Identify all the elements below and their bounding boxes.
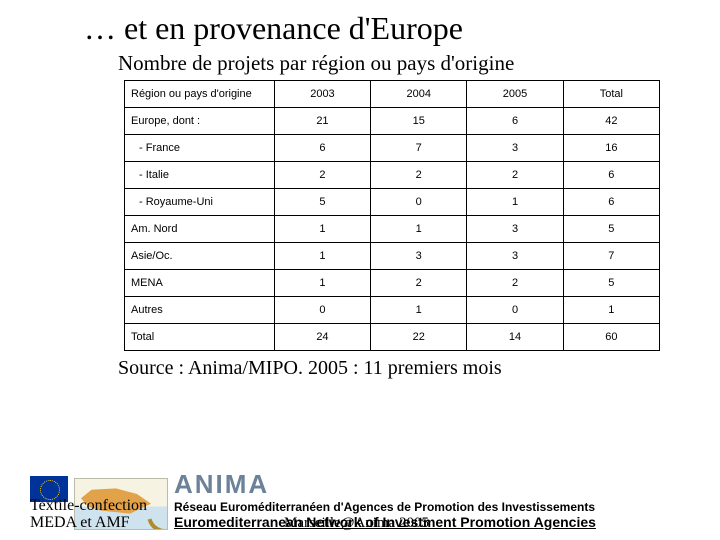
cell-value: 1: [371, 216, 467, 243]
row-label: MENA: [125, 270, 275, 297]
cell-value: 6: [563, 189, 659, 216]
row-label: Total: [125, 324, 275, 351]
cell-value: 15: [371, 108, 467, 135]
slide-subtitle: Nombre de projets par région ou pays d'o…: [0, 51, 720, 80]
cell-value: 14: [467, 324, 563, 351]
cell-value: 2: [371, 270, 467, 297]
row-label: Am. Nord: [125, 216, 275, 243]
cell-value: 3: [467, 135, 563, 162]
column-header: 2004: [371, 81, 467, 108]
cell-value: 2: [467, 270, 563, 297]
cell-value: 24: [274, 324, 370, 351]
cell-value: 6: [563, 162, 659, 189]
table-row: - Royaume-Uni5016: [125, 189, 660, 216]
conference-label: Marseille@Anima 2005: [284, 515, 429, 532]
data-table: Région ou pays d'origine 2003 2004 2005 …: [124, 80, 660, 351]
table-row: Autres0101: [125, 297, 660, 324]
row-label: Asie/Oc.: [125, 243, 275, 270]
cell-value: 16: [563, 135, 659, 162]
cell-value: 42: [563, 108, 659, 135]
network-label-fr: Réseau Euroméditerranéen d'Agences de Pr…: [174, 500, 704, 514]
data-table-container: Région ou pays d'origine 2003 2004 2005 …: [0, 80, 720, 351]
cell-value: 22: [371, 324, 467, 351]
row-label: - France: [125, 135, 275, 162]
left-footer-label: Textile-confection MEDA et AMF: [30, 497, 170, 532]
table-row: MENA1225: [125, 270, 660, 297]
cell-value: 21: [274, 108, 370, 135]
table-row: Europe, dont :2115642: [125, 108, 660, 135]
cell-value: 1: [274, 270, 370, 297]
column-header: 2003: [274, 81, 370, 108]
table-row: Asie/Oc.1337: [125, 243, 660, 270]
anima-brand: ANIMA: [174, 469, 704, 500]
row-label: - Italie: [125, 162, 275, 189]
cell-value: 2: [274, 162, 370, 189]
cell-value: 1: [274, 216, 370, 243]
cell-value: 7: [563, 243, 659, 270]
cell-value: 3: [467, 243, 563, 270]
cell-value: 1: [371, 297, 467, 324]
row-label: - Royaume-Uni: [125, 189, 275, 216]
cell-value: 1: [274, 243, 370, 270]
cell-value: 2: [467, 162, 563, 189]
column-header: Total: [563, 81, 659, 108]
cell-value: 7: [371, 135, 467, 162]
table-row: - France67316: [125, 135, 660, 162]
cell-value: 5: [563, 270, 659, 297]
cell-value: 1: [467, 189, 563, 216]
cell-value: 5: [563, 216, 659, 243]
cell-value: 6: [274, 135, 370, 162]
cell-value: 5: [274, 189, 370, 216]
row-label: Europe, dont :: [125, 108, 275, 135]
column-header: 2005: [467, 81, 563, 108]
column-header: Région ou pays d'origine: [125, 81, 275, 108]
slide-title: … et en provenance d'Europe: [0, 0, 720, 51]
row-label: Autres: [125, 297, 275, 324]
cell-value: 1: [563, 297, 659, 324]
network-label-en: Euromediterranean Network of Investment …: [174, 514, 704, 530]
cell-value: 6: [467, 108, 563, 135]
cell-value: 0: [274, 297, 370, 324]
table-row: Total24221460: [125, 324, 660, 351]
table-header-row: Région ou pays d'origine 2003 2004 2005 …: [125, 81, 660, 108]
cell-value: 2: [371, 162, 467, 189]
cell-value: 0: [371, 189, 467, 216]
table-row: - Italie2226: [125, 162, 660, 189]
cell-value: 0: [467, 297, 563, 324]
cell-value: 3: [371, 243, 467, 270]
cell-value: 60: [563, 324, 659, 351]
source-note: Source : Anima/MIPO. 2005 : 11 premiers …: [0, 351, 720, 380]
cell-value: 3: [467, 216, 563, 243]
table-row: Am. Nord1135: [125, 216, 660, 243]
